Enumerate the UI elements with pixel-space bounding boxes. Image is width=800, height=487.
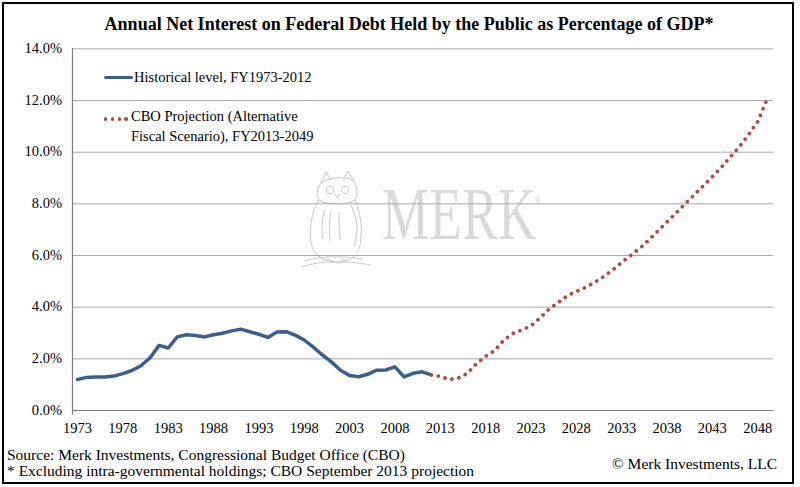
- projection-dots-swatch: [104, 117, 130, 120]
- chart-page: Annual Net Interest on Federal Debt Held…: [0, 0, 800, 487]
- x-tick-label: 2003: [327, 420, 373, 437]
- x-tick-label: 1998: [281, 420, 327, 437]
- x-tick-label: 2023: [508, 420, 554, 437]
- legend-item-historical: Historical level, FY1973-2012: [104, 69, 313, 85]
- legend-label-projection: CBO Projection (Alternative Fiscal Scena…: [131, 107, 313, 146]
- x-tick-label: 1993: [236, 420, 282, 437]
- y-tick-label: 2.0%: [2, 350, 62, 367]
- x-tick-label: 2038: [644, 420, 690, 437]
- historical-line-swatch: [104, 76, 133, 79]
- y-tick-label: 4.0%: [2, 298, 62, 315]
- x-tick-label: 2018: [463, 420, 509, 437]
- y-tick-label: 6.0%: [2, 247, 62, 264]
- legend-item-projection: CBO Projection (Alternative Fiscal Scena…: [104, 109, 313, 146]
- x-tick-label: 2033: [599, 420, 645, 437]
- y-tick-label: 14.0%: [2, 40, 62, 57]
- y-tick-label: 0.0%: [2, 402, 62, 419]
- y-tick-label: 12.0%: [2, 92, 62, 109]
- x-tick-label: 1978: [100, 420, 146, 437]
- x-tick-label: 2043: [689, 420, 735, 437]
- footnote-text: * Excluding intra-governmental holdings;…: [7, 462, 474, 480]
- x-tick-label: 2008: [372, 420, 418, 437]
- x-tick-label: 2028: [553, 420, 599, 437]
- y-tick-label: 10.0%: [2, 143, 62, 160]
- x-tick-label: 1983: [145, 420, 191, 437]
- y-tick-label: 8.0%: [2, 195, 62, 212]
- copyright-text: © Merk Investments, LLC: [612, 455, 777, 473]
- x-tick-label: 1973: [55, 420, 101, 437]
- chart-legend: Historical level, FY1973-2012 CBO Projec…: [104, 69, 313, 146]
- x-tick-label: 1988: [191, 420, 237, 437]
- legend-label-historical: Historical level, FY1973-2012: [134, 69, 312, 85]
- x-tick-label: 2013: [417, 420, 463, 437]
- x-tick-label: 2048: [735, 420, 781, 437]
